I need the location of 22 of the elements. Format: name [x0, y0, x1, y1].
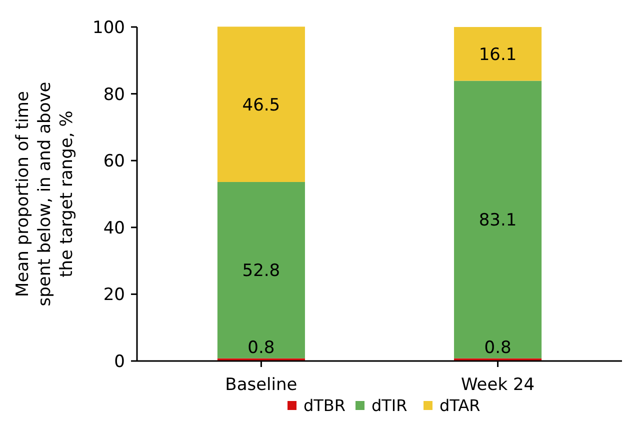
- legend-label: dTIR: [372, 396, 408, 415]
- y-tick-label: 80: [103, 84, 125, 105]
- bar: [217, 182, 305, 358]
- data-label: 52.8: [242, 261, 280, 282]
- y-tick-label: 0: [114, 352, 125, 372]
- data-label: 83.1: [478, 210, 517, 231]
- y-tick-label: 60: [103, 152, 125, 172]
- legend-label: dTAR: [440, 396, 480, 415]
- bar: [454, 27, 542, 81]
- x-tick-label: Baseline: [225, 375, 298, 395]
- y-tick-label: 40: [103, 218, 125, 238]
- y-tick-label: 20: [103, 285, 125, 306]
- legend-label: dTBR: [304, 396, 346, 415]
- data-label: 0.8: [484, 338, 512, 358]
- bar: [217, 26, 305, 182]
- data-label: 46.5: [242, 95, 280, 116]
- data-label: 0.8: [248, 338, 275, 358]
- bar: [454, 80, 542, 358]
- y-tick-label: 100: [92, 18, 125, 38]
- y-axis-title: Mean proportion of time spent below, in and above the target range, %: [13, 82, 77, 306]
- x-tick-label: Week 24: [460, 375, 535, 395]
- data-label: 16.1: [478, 44, 517, 65]
